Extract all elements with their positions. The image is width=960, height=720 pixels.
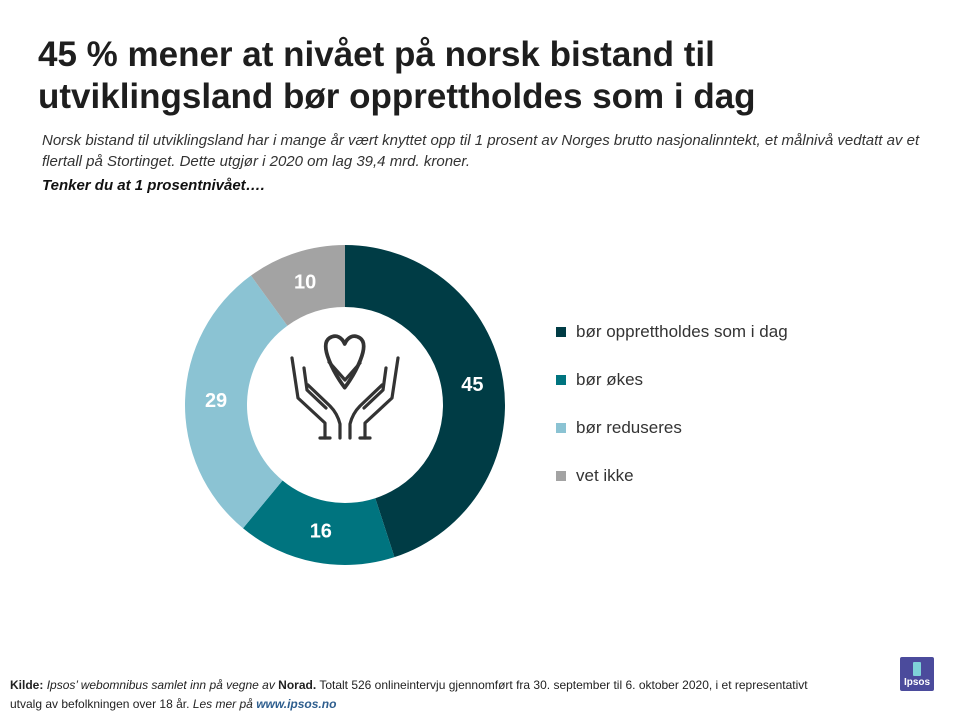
legend-swatch — [556, 423, 566, 433]
legend-label: bør reduseres — [576, 418, 682, 437]
slice-value-label: 29 — [205, 390, 227, 412]
donut-slices — [185, 245, 505, 565]
donut-slice — [345, 245, 505, 558]
source-part2: Totalt 526 onlineintervju gjennomført fr… — [10, 678, 808, 711]
legend-item: vet ikke — [556, 466, 788, 486]
source-link[interactable]: www.ipsos.no — [256, 697, 337, 711]
source-client: Norad. — [278, 678, 317, 692]
slice-value-label: 45 — [461, 374, 483, 396]
survey-question: Tenker du at 1 prosentnivået…. — [42, 177, 265, 194]
ipsos-logo: Ipsos — [900, 657, 934, 691]
legend-label: vet ikke — [576, 466, 634, 485]
slice-value-label: 10 — [294, 271, 316, 293]
page-title: 45 % mener at nivået på norsk bistand ti… — [38, 35, 756, 116]
legend-item: bør opprettholdes som i dag — [556, 322, 788, 342]
source-part1: Ipsos’ webomnibus samlet inn på vegne av — [46, 678, 275, 692]
donut-slice — [250, 245, 345, 326]
legend-item: bør økes — [556, 370, 788, 390]
donut-slice — [243, 480, 395, 565]
legend-swatch — [556, 375, 566, 385]
legend-label: bør økes — [576, 370, 644, 389]
hands-heart-icon — [290, 334, 400, 440]
donut-chart: 45 16 29 10 — [185, 245, 505, 565]
more-text: Les mer på — [192, 697, 253, 711]
legend-swatch — [556, 327, 566, 337]
legend-item: bør reduseres — [556, 418, 788, 438]
chart-legend: bør opprettholdes som i dag bør økes bør r… — [556, 322, 788, 514]
page-subtitle: Norsk bistand til utviklingsland har i m… — [42, 132, 920, 170]
donut-slice — [185, 275, 288, 529]
legend-label: bør opprettholdes som i dag — [576, 322, 788, 341]
slice-value-label: 16 — [310, 521, 332, 543]
source-label: Kilde: — [10, 678, 44, 692]
legend-swatch — [556, 471, 566, 481]
footer-source: Kilde: Ipsos’ webomnibus samlet inn på v… — [10, 676, 810, 714]
donut-labels: 45 16 29 10 — [205, 271, 484, 542]
logo-mark-icon — [913, 662, 921, 676]
logo-text: Ipsos — [903, 677, 931, 688]
